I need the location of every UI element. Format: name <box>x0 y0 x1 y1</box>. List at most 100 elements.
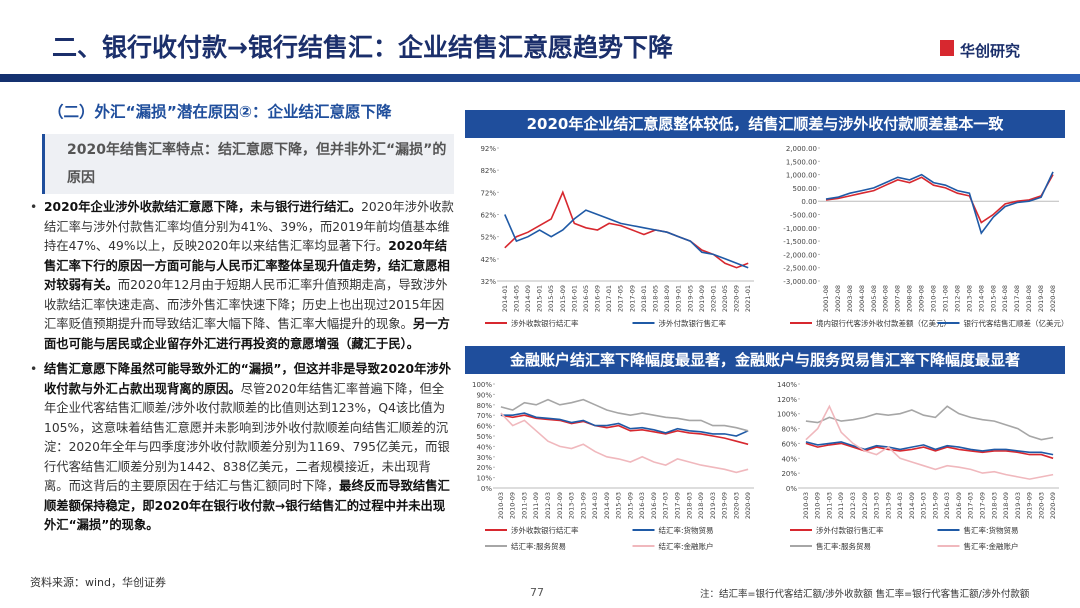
y-tick-label: 0.00 <box>801 198 817 206</box>
chart: 0% 10% 20% 30% 40% 50% 60% 70% 80% 90% 100% 2010-03… <box>472 381 754 551</box>
x-tick-label: 2014-03 <box>896 492 904 519</box>
x-tick-label: 2014-09 <box>524 285 532 312</box>
legend-label: 结汇率:服务贸易 <box>511 541 566 551</box>
bullet: 结售汇意愿下降虽然可能导致外汇的“漏损”，但这并非是导致2020年涉外收付款与外… <box>30 360 455 536</box>
x-tick-label: 2019-09 <box>698 285 706 312</box>
series-line <box>500 412 749 437</box>
x-tick-label: 2016-09 <box>955 492 963 519</box>
x-tick-label: 2018-08 <box>1025 285 1033 312</box>
y-tick-label: 60% <box>781 440 797 448</box>
legend-label: 结汇率:金融账户 <box>659 541 714 551</box>
y-tick-label: 0% <box>481 485 492 493</box>
series-line <box>500 398 749 432</box>
x-tick-label: 2020-03 <box>1037 492 1045 519</box>
x-tick-label: 2017-09 <box>978 492 986 519</box>
y-tick-label: 1,000.00 <box>786 172 817 180</box>
y-tick-label: 82% <box>480 167 496 175</box>
bold-text: 最终反而导致结售汇顺差额保持稳定，即2020年在银行收付款→银行结售汇的过程中并… <box>44 479 450 532</box>
source: 资料来源：wind，华创证券 <box>30 576 167 589</box>
y-tick-label: 40% <box>476 443 492 451</box>
x-tick-label: 2003-08 <box>846 285 854 312</box>
x-tick-label: 2020-01 <box>709 285 717 312</box>
x-tick-label: 2008-08 <box>906 285 914 312</box>
page-number: 77 <box>530 586 544 599</box>
x-tick-label: 2014-08 <box>977 285 985 312</box>
x-tick-label: 2021-01 <box>744 285 752 312</box>
y-tick-label: -1,500.00 <box>783 238 817 246</box>
x-tick-label: 2017-01 <box>605 285 613 312</box>
x-tick-label: 2016-09 <box>594 285 602 312</box>
legend-label: 境内银行代客涉外收付款差额（亿美元） <box>816 318 951 328</box>
y-tick-label: -1,000.00 <box>783 225 817 233</box>
chart-banner: 2020年企业结汇意愿整体较低，结售汇顺差与涉外收付款顺差基本一致 <box>465 110 1065 138</box>
legend-label: 结汇率:货物贸易 <box>659 525 714 535</box>
x-tick-label: 2020-09 <box>1049 492 1057 519</box>
x-tick-label: 2020-08 <box>1049 285 1057 312</box>
y-tick-label: -500.00 <box>790 212 817 220</box>
x-tick-label: 2015-03 <box>615 492 623 519</box>
series-line <box>504 190 749 269</box>
x-tick-label: 2018-03 <box>990 492 998 519</box>
y-tick-label: 60% <box>476 423 492 431</box>
x-tick-label: 2012-08 <box>953 285 961 312</box>
bullet: 2020年企业涉外收款结汇意愿下降，未与银行进行结汇。2020年涉外收款结汇率与… <box>30 198 455 354</box>
x-tick-label: 2015-05 <box>547 285 555 312</box>
x-tick-label: 2018-09 <box>697 492 705 519</box>
series-line <box>500 412 749 474</box>
bold-text: 2020年企业涉外收款结汇意愿下降，未与银行进行结汇。 <box>44 200 362 214</box>
series-line <box>504 209 749 269</box>
x-tick-label: 2017-08 <box>1013 285 1021 312</box>
x-tick-label: 2018-01 <box>640 285 648 312</box>
legend-label: 售汇率:金融账户 <box>964 541 1019 551</box>
y-tick-label: -2,000.00 <box>783 251 817 259</box>
y-tick-label: 52% <box>480 234 496 242</box>
x-tick-label: 2014-09 <box>603 492 611 519</box>
x-tick-label: 2018-09 <box>663 285 671 312</box>
chart-banner: 金融账户结汇率下降幅度最显著，金融账户与服务贸易售汇率下降幅度最显著 <box>465 346 1065 374</box>
x-tick-label: 2014-05 <box>512 285 520 312</box>
y-tick-label: 0% <box>786 485 797 493</box>
legend-label: 银行代客结售汇顺差（亿美元） <box>964 318 1066 328</box>
x-tick-label: 2020-03 <box>732 492 740 519</box>
x-tick-label: 2013-09 <box>579 492 587 519</box>
legend-label: 售汇率:服务贸易 <box>816 541 871 551</box>
x-tick-label: 2007-08 <box>894 285 902 312</box>
y-tick-label: 100% <box>777 411 797 419</box>
x-tick-label: 2010-08 <box>930 285 938 312</box>
chart: 0% 20% 40% 60% 80% 100% 120% 140% 2010-03 2010-09… <box>777 381 1059 551</box>
y-tick-label: 70% <box>476 412 492 420</box>
legend-label: 涉外付款银行售汇率 <box>816 525 884 535</box>
x-tick-label: 2004-08 <box>858 285 866 312</box>
x-tick-label: 2019-09 <box>721 492 729 519</box>
x-tick-label: 2016-09 <box>650 492 658 519</box>
y-tick-label: 72% <box>480 189 496 197</box>
y-tick-label: 42% <box>480 256 496 264</box>
x-tick-label: 2015-09 <box>559 285 567 312</box>
x-tick-label: 2011-03 <box>825 492 833 519</box>
y-tick-label: 10% <box>476 475 492 483</box>
series-line <box>805 441 1054 456</box>
x-tick-label: 2019-03 <box>1014 492 1022 519</box>
y-tick-label: 20% <box>476 464 492 472</box>
y-tick-label: 1,500.00 <box>786 158 817 166</box>
x-tick-label: 2015-01 <box>536 285 544 312</box>
x-tick-label: 2018-05 <box>651 285 659 312</box>
x-tick-label: 2002-08 <box>834 285 842 312</box>
x-tick-label: 2010-09 <box>509 492 517 519</box>
x-tick-label: 2012-09 <box>861 492 869 519</box>
y-tick-label: 500.00 <box>793 185 818 193</box>
x-tick-label: 2014-09 <box>908 492 916 519</box>
x-tick-label: 2019-08 <box>1037 285 1045 312</box>
series-line <box>500 414 749 446</box>
x-tick-label: 2017-03 <box>967 492 975 519</box>
x-tick-label: 2011-09 <box>837 492 845 519</box>
y-tick-label: 32% <box>480 278 496 286</box>
series-line <box>825 171 1054 235</box>
legend-label: 涉外收款银行结汇率 <box>511 318 579 328</box>
x-tick-label: 2016-03 <box>638 492 646 519</box>
x-tick-label: 2010-09 <box>814 492 822 519</box>
logo: 华创研究 <box>960 42 1021 60</box>
x-tick-label: 2019-09 <box>1026 492 1034 519</box>
text: 尽管2020年结售汇率普遍下降，但全年企业代客结售汇顺差/涉外收付款顺差的比值则… <box>44 381 450 494</box>
x-tick-label: 2005-08 <box>870 285 878 312</box>
